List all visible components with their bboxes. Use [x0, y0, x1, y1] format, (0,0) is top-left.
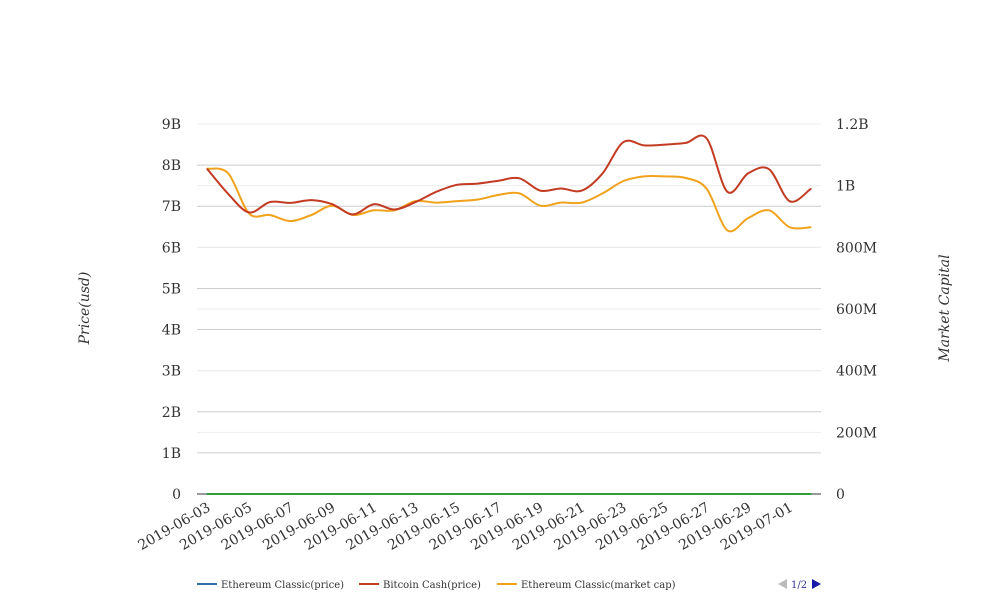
y-right-tick-label: 800M [836, 240, 877, 256]
legend: Ethereum Classic(price) Bitcoin Cash(pri… [197, 579, 821, 591]
y-left-tick-label: 9B [162, 117, 181, 133]
legend-pager: 1/2 [778, 579, 821, 591]
y-left-tick-label: 1B [162, 446, 181, 462]
y-left-tick-label: 5B [162, 281, 181, 297]
series-line-1 [206, 134, 812, 216]
series-lines [206, 134, 812, 495]
y-left-tick-label: 7B [162, 199, 181, 215]
legend-page-indicator: 1/2 [791, 580, 807, 591]
y-right-tick-label: 1B [836, 179, 855, 195]
y-left-tick-label: 3B [162, 364, 181, 380]
legend-prev-page-icon[interactable] [778, 579, 787, 589]
grid-lines [197, 123, 821, 495]
y-right-tick-label: 1.2B [836, 117, 869, 133]
y-left-tick-label: 6B [162, 240, 181, 256]
y-right-tick-label: 0 [836, 487, 845, 503]
legend-next-page-icon[interactable] [812, 579, 821, 589]
y-left-tick-label: 2B [162, 405, 181, 421]
legend-item-bitcoin-cash-price[interactable]: Bitcoin Cash(price) [359, 580, 481, 591]
legend-label: Ethereum Classic(price) [221, 580, 344, 591]
legend-label: Ethereum Classic(market cap) [521, 580, 676, 591]
y-right-tick-label: 200M [836, 425, 877, 441]
y-right-tick-label: 400M [836, 364, 877, 380]
y-right-tick-label: 600M [836, 302, 877, 318]
y-left-tick-label: 4B [162, 323, 181, 339]
y-axis-left-title: Price(usd) [77, 272, 93, 346]
legend-label: Bitcoin Cash(price) [383, 580, 481, 591]
y-left-tick-label: 8B [162, 158, 181, 174]
axes: 0 1B 2B 3B 4B 5B 6B 7B 8B 9B 0 200M 400M 600M 800M 1B 1.… [135, 117, 877, 554]
y-axis-right-title: Market Capital [937, 254, 953, 362]
legend-item-ethereum-classic-market-cap[interactable]: Ethereum Classic(market cap) [497, 580, 676, 591]
series-line-2 [206, 167, 812, 233]
y-left-tick-label: 0 [172, 487, 181, 503]
legend-item-ethereum-classic-price[interactable]: Ethereum Classic(price) [197, 580, 344, 591]
